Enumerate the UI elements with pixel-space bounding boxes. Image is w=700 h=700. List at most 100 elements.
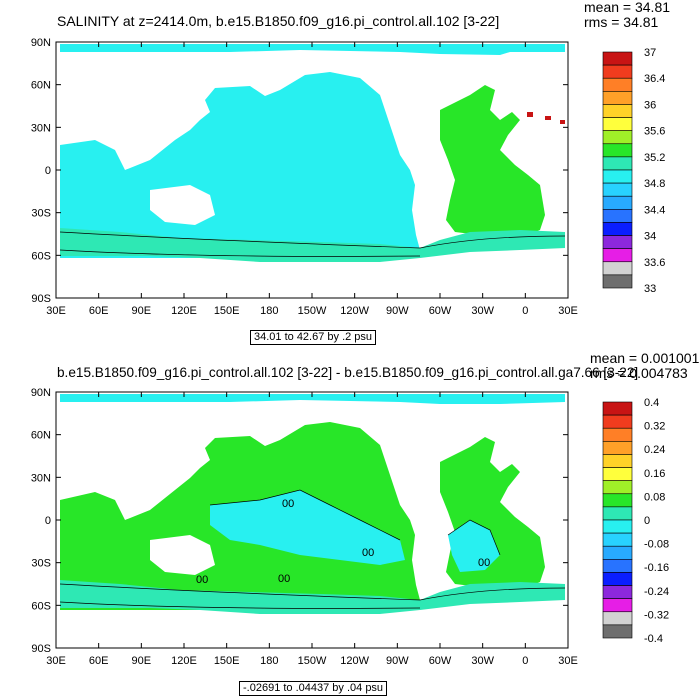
colorbar-swatch bbox=[602, 77, 633, 92]
panel2-contour-line bbox=[447, 519, 501, 556]
colorbar-swatch bbox=[602, 519, 633, 534]
x-tick-label: 120W bbox=[340, 655, 369, 667]
colorbar-swatch bbox=[602, 117, 633, 131]
colorbar-swatch bbox=[602, 169, 633, 184]
colorbar-label: 35.6 bbox=[644, 126, 665, 138]
x-tick-label: 90E bbox=[132, 655, 152, 667]
panel2-cyan-patch bbox=[448, 520, 500, 572]
x-tick-label: 30E bbox=[46, 655, 66, 667]
colorbar-label: 36.4 bbox=[644, 73, 665, 85]
y-tick-label: 90N bbox=[31, 37, 51, 49]
x-tick-label: 150E bbox=[214, 655, 240, 667]
colorbar-swatch bbox=[602, 195, 633, 210]
panel2-cyan-patch bbox=[210, 490, 405, 565]
colorbar-label: 37 bbox=[644, 47, 656, 59]
panel2-antarctica bbox=[56, 614, 568, 648]
colorbar-swatch bbox=[602, 441, 633, 455]
y-tick-label: 0 bbox=[45, 165, 51, 177]
panel2-contour-label: 00 bbox=[362, 547, 374, 559]
panel1-atlantic-ocean bbox=[440, 85, 545, 238]
colorbar-swatch bbox=[602, 454, 633, 468]
x-tick-label: 30E bbox=[46, 305, 66, 317]
colorbar-swatch bbox=[602, 493, 633, 508]
panel2-map: 00 00 00 00 00 bbox=[56, 392, 568, 648]
colorbar-swatch bbox=[602, 414, 633, 429]
y-tick-label: 30S bbox=[31, 208, 51, 220]
y-tick-label: 60N bbox=[31, 430, 51, 442]
x-tick-label: 150W bbox=[298, 305, 327, 317]
colorbar-swatch bbox=[602, 143, 633, 158]
colorbar-label: 34.8 bbox=[644, 178, 665, 190]
colorbar-swatch bbox=[602, 274, 633, 289]
x-tick-label: 150E bbox=[214, 305, 240, 317]
y-tick-label: 90S bbox=[31, 643, 51, 655]
colorbar-swatch bbox=[602, 261, 633, 276]
colorbar-swatch bbox=[602, 585, 633, 599]
colorbar-swatch bbox=[602, 130, 633, 145]
panel1-contour-line bbox=[59, 249, 421, 257]
colorbar-swatch bbox=[602, 64, 633, 79]
panel2-colorbar: 0.4 0.32 0.24 0.16 0.08 0 -0.08 -0.16 -0.24 -0.32… bbox=[602, 397, 669, 645]
colorbar-label: 0.32 bbox=[644, 421, 665, 433]
x-tick-label: 90W bbox=[386, 655, 409, 667]
panel2-contour-line bbox=[59, 601, 421, 609]
x-tick-label: 90E bbox=[132, 305, 152, 317]
panel2-info-box: -.02691 to .04437 by .04 psu bbox=[239, 681, 388, 696]
panel1-red-spot bbox=[545, 116, 551, 120]
colorbar-label: 33 bbox=[644, 283, 656, 295]
panel1-pacific-ocean bbox=[60, 72, 420, 258]
panel1-info-box: 34.01 to 42.67 by .2 psu bbox=[250, 330, 377, 345]
colorbar-label: 34 bbox=[644, 231, 656, 243]
panel1-australia bbox=[150, 185, 215, 225]
x-tick-label: 120E bbox=[171, 655, 197, 667]
x-tick-label: 0 bbox=[522, 655, 528, 667]
colorbar-swatch bbox=[602, 51, 633, 66]
x-tick-label: 120W bbox=[340, 305, 369, 317]
x-tick-label: 90W bbox=[386, 305, 409, 317]
colorbar-label: 0 bbox=[644, 515, 650, 527]
x-tick-label: 180 bbox=[260, 305, 278, 317]
panel1-contour-line bbox=[59, 231, 566, 249]
panel2-contour-label: 00 bbox=[196, 574, 208, 586]
y-tick-label: 60S bbox=[31, 250, 51, 262]
colorbar-label: 34.4 bbox=[644, 204, 665, 216]
colorbar-label: 35.2 bbox=[644, 152, 665, 164]
panel2-mean: mean = 0.001001 bbox=[590, 350, 700, 366]
colorbar-label: -0.32 bbox=[644, 609, 669, 621]
panel1-red-spot bbox=[527, 112, 533, 117]
panel2-contour-label: 00 bbox=[278, 573, 290, 585]
panel2-contour-line bbox=[59, 583, 566, 601]
panel1-colorbar: 37 36.4 36 35.6 35.2 34.8 34.4 34 33.6 33 bbox=[602, 47, 665, 295]
panel2-title: b.e15.B1850.f09_g16.pi_control.all.102 [… bbox=[57, 365, 639, 380]
x-tick-label: 120E bbox=[171, 305, 197, 317]
y-tick-label: 60N bbox=[31, 80, 51, 92]
y-tick-label: 30S bbox=[31, 558, 51, 570]
panel1-rms: rms = 34.81 bbox=[584, 14, 659, 30]
colorbar-swatch bbox=[602, 506, 633, 521]
panel2-axes: 30E 60E 90E 120E 150E 180 150W 120W 90W 60W 30W 0 30… bbox=[31, 387, 578, 667]
panel2-rms: rms = 0.004783 bbox=[590, 365, 688, 381]
panel2-contour-label: 00 bbox=[282, 498, 294, 510]
colorbar-label: -0.24 bbox=[644, 586, 669, 598]
colorbar-swatch bbox=[602, 222, 633, 236]
colorbar-label: 33.6 bbox=[644, 257, 665, 269]
x-tick-label: 60E bbox=[89, 655, 109, 667]
x-tick-label: 0 bbox=[522, 305, 528, 317]
panel1-title: SALINITY at z=2414.0m, b.e15.B1850.f09_g… bbox=[57, 13, 500, 29]
colorbar-label: 0.08 bbox=[644, 491, 665, 503]
colorbar-swatch bbox=[602, 427, 633, 442]
x-tick-label: 30E bbox=[558, 305, 578, 317]
x-tick-label: 60W bbox=[429, 655, 452, 667]
colorbar-label: 36 bbox=[644, 99, 656, 111]
panel2-arctic-ocean bbox=[60, 394, 565, 404]
panel1-antarctica bbox=[56, 262, 568, 298]
colorbar-label: 0.24 bbox=[644, 444, 665, 456]
colorbar-swatch bbox=[602, 235, 633, 249]
panel2-australia bbox=[150, 535, 215, 575]
colorbar-swatch bbox=[602, 532, 633, 547]
colorbar-label: -0.4 bbox=[644, 633, 663, 645]
y-tick-label: 30N bbox=[31, 122, 51, 134]
colorbar-swatch bbox=[602, 624, 633, 639]
panel1-mean: mean = 34.81 bbox=[584, 0, 671, 15]
colorbar-swatch bbox=[602, 559, 633, 573]
